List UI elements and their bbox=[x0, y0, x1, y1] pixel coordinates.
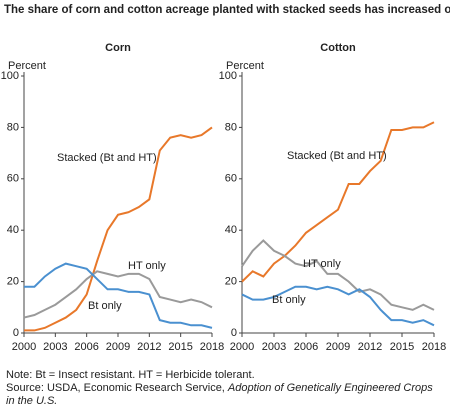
y-tick-label: 0 bbox=[13, 327, 19, 339]
x-tick-label: 2006 bbox=[294, 341, 318, 353]
x-tick-label: 2012 bbox=[358, 341, 382, 353]
source-line: Source: USDA, Economic Research Service,… bbox=[6, 382, 444, 408]
panel-title: Cotton bbox=[320, 42, 356, 54]
x-tick-label: 2009 bbox=[326, 341, 350, 353]
y-tick-label: 20 bbox=[225, 276, 237, 288]
y-tick-label: 80 bbox=[7, 121, 19, 133]
chart-title: The share of corn and cotton acreage pla… bbox=[4, 4, 450, 16]
line bbox=[23, 270, 213, 319]
chart: The share of corn and cotton acreage pla… bbox=[1, 4, 450, 353]
y-tick-label: 60 bbox=[7, 173, 19, 185]
notes: Note: Bt = Insect resistant. HT = Herbic… bbox=[6, 369, 444, 408]
y-axis-label: Percent bbox=[8, 60, 46, 72]
x-tick-label: 2015 bbox=[390, 341, 414, 353]
y-tick-label: 80 bbox=[225, 121, 237, 133]
x-tick-label: 2003 bbox=[43, 341, 67, 353]
line bbox=[241, 239, 435, 311]
line bbox=[241, 121, 435, 283]
x-tick-label: 2018 bbox=[200, 341, 224, 353]
series-label: Stacked (Bt and HT) bbox=[57, 152, 157, 164]
line bbox=[24, 262, 213, 329]
y-tick-label: 20 bbox=[7, 276, 19, 288]
y-tick-label: 60 bbox=[225, 173, 237, 185]
line bbox=[24, 126, 213, 332]
series-label: HT only bbox=[128, 260, 166, 272]
x-tick-label: 2000 bbox=[230, 341, 254, 353]
x-tick-label: 2015 bbox=[168, 341, 192, 353]
line bbox=[241, 285, 435, 327]
series-label: Stacked (Bt and HT) bbox=[287, 150, 387, 162]
y-tick-label: 100 bbox=[219, 70, 237, 82]
y-tick-label: 100 bbox=[1, 70, 19, 82]
x-tick-label: 2018 bbox=[422, 341, 446, 353]
x-tick-label: 2009 bbox=[106, 341, 130, 353]
x-tick-label: 2000 bbox=[12, 341, 36, 353]
x-tick-label: 2012 bbox=[137, 341, 161, 353]
series-label: Bt only bbox=[88, 300, 122, 312]
note: Note: Bt = Insect resistant. HT = Herbic… bbox=[6, 369, 255, 381]
x-tick-label: 2003 bbox=[262, 341, 286, 353]
y-tick-label: 0 bbox=[231, 327, 237, 339]
source-title: Adoption of Genetically Engineered Crops… bbox=[6, 382, 433, 407]
series-label: Bt only bbox=[272, 294, 306, 306]
series-label: HT only bbox=[303, 258, 341, 270]
y-axis-label: Percent bbox=[226, 60, 264, 72]
x-tick-label: 2006 bbox=[74, 341, 98, 353]
panel-title: Corn bbox=[105, 42, 131, 54]
source: Source: USDA, Economic Research Service, bbox=[6, 382, 228, 394]
y-tick-label: 40 bbox=[225, 224, 237, 236]
y-tick-label: 40 bbox=[7, 224, 19, 236]
